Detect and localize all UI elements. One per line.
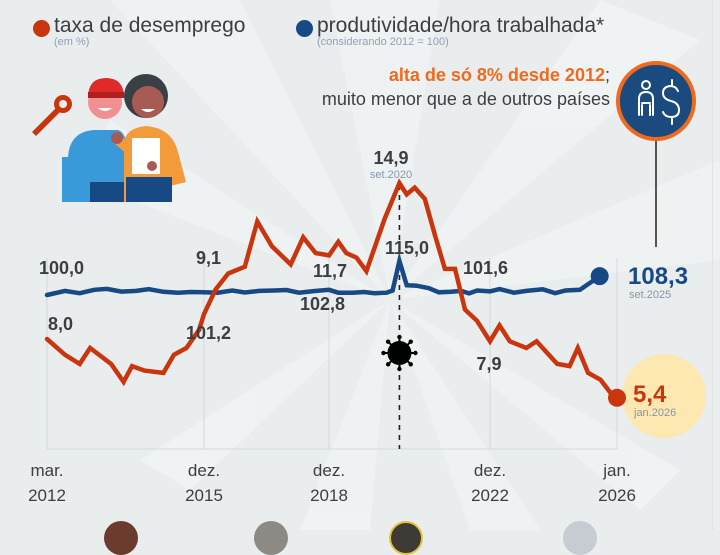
x-tick-year: 2015 bbox=[185, 486, 223, 505]
x-tick-year: 2026 bbox=[598, 486, 636, 505]
x-tick-year: 2018 bbox=[310, 486, 348, 505]
unemployment-label: 11,7 bbox=[313, 261, 347, 281]
unemployment-label: 9,1 bbox=[196, 248, 221, 268]
legend-sub-unemployment: (em %) bbox=[54, 36, 90, 48]
wrench-icon bbox=[32, 108, 60, 136]
productivity-label: 100,0 bbox=[39, 258, 84, 278]
productivity-line bbox=[44, 252, 602, 298]
avatar-president-4 bbox=[563, 521, 597, 555]
legend-dot-productivity bbox=[296, 20, 313, 37]
x-tick-label: dez. 2018 bbox=[289, 458, 369, 508]
productivity-sublabel: set.2025 bbox=[629, 289, 671, 301]
x-tick-month: jan. bbox=[603, 461, 631, 480]
avatar-president-2 bbox=[254, 521, 288, 555]
productivity-label: 108,3 bbox=[628, 263, 688, 290]
x-tick-month: dez. bbox=[312, 461, 346, 480]
x-tick-year: 2022 bbox=[471, 486, 509, 505]
productivity-label: 101,2 bbox=[186, 323, 231, 343]
unemployment-line-end-dot bbox=[608, 388, 626, 407]
x-tick-label: dez. 2022 bbox=[450, 458, 530, 508]
avatar-president-1 bbox=[104, 521, 138, 555]
x-tick-label: jan. 2026 bbox=[577, 458, 657, 508]
note-highlight: alta de só 8% desde 2012 bbox=[388, 65, 605, 85]
frame-divider bbox=[712, 0, 713, 530]
legend-dot-unemployment bbox=[33, 20, 50, 37]
x-tick-label: mar. 2012 bbox=[7, 458, 87, 508]
background-rays bbox=[0, 0, 720, 530]
legend-label-unemployment: taxa de desemprego bbox=[54, 14, 246, 37]
x-tick-year: 2012 bbox=[28, 486, 66, 505]
note-semicolon: ; bbox=[604, 65, 610, 85]
worker-money-icon bbox=[616, 61, 696, 141]
unemployment-label: 7,9 bbox=[476, 354, 501, 374]
x-tick-month: dez. bbox=[187, 461, 221, 480]
workers-illustration bbox=[32, 74, 186, 202]
productivity-label: 101,6 bbox=[463, 258, 508, 278]
note-line2: muito menor que a de outros países bbox=[321, 89, 610, 109]
unemployment-label: 5,4 bbox=[633, 381, 667, 408]
legend-label-productivity: produtividade/hora trabalhada* bbox=[317, 14, 605, 37]
unemployment-sublabel: set.2020 bbox=[370, 169, 412, 181]
x-tick-month: mar. bbox=[30, 461, 64, 480]
unemployment-end-highlight bbox=[622, 354, 706, 438]
unemployment-label: 8,0 bbox=[48, 314, 73, 334]
legend-sub-productivity: (considerando 2012 = 100) bbox=[317, 36, 449, 48]
productivity-line-end-dot bbox=[590, 267, 609, 286]
legend-productivity: produtividade/hora trabalhada* (consider… bbox=[296, 14, 604, 48]
unemployment-line bbox=[44, 178, 620, 401]
unemployment-label: 14,9 bbox=[373, 148, 408, 168]
avatar-president-3 bbox=[389, 521, 423, 555]
x-tick-month: dez. bbox=[473, 461, 507, 480]
x-tick-label: dez. 2015 bbox=[164, 458, 244, 508]
productivity-label: 102,8 bbox=[300, 294, 345, 314]
unemployment-sublabel: jan.2026 bbox=[633, 407, 676, 419]
coronavirus-icon bbox=[381, 334, 418, 372]
legend-unemployment: taxa de desemprego (em %) bbox=[33, 14, 245, 48]
productivity-note: alta de só 8% desde 2012; muito menor qu… bbox=[322, 63, 610, 111]
productivity-label: 115,0 bbox=[385, 238, 429, 258]
